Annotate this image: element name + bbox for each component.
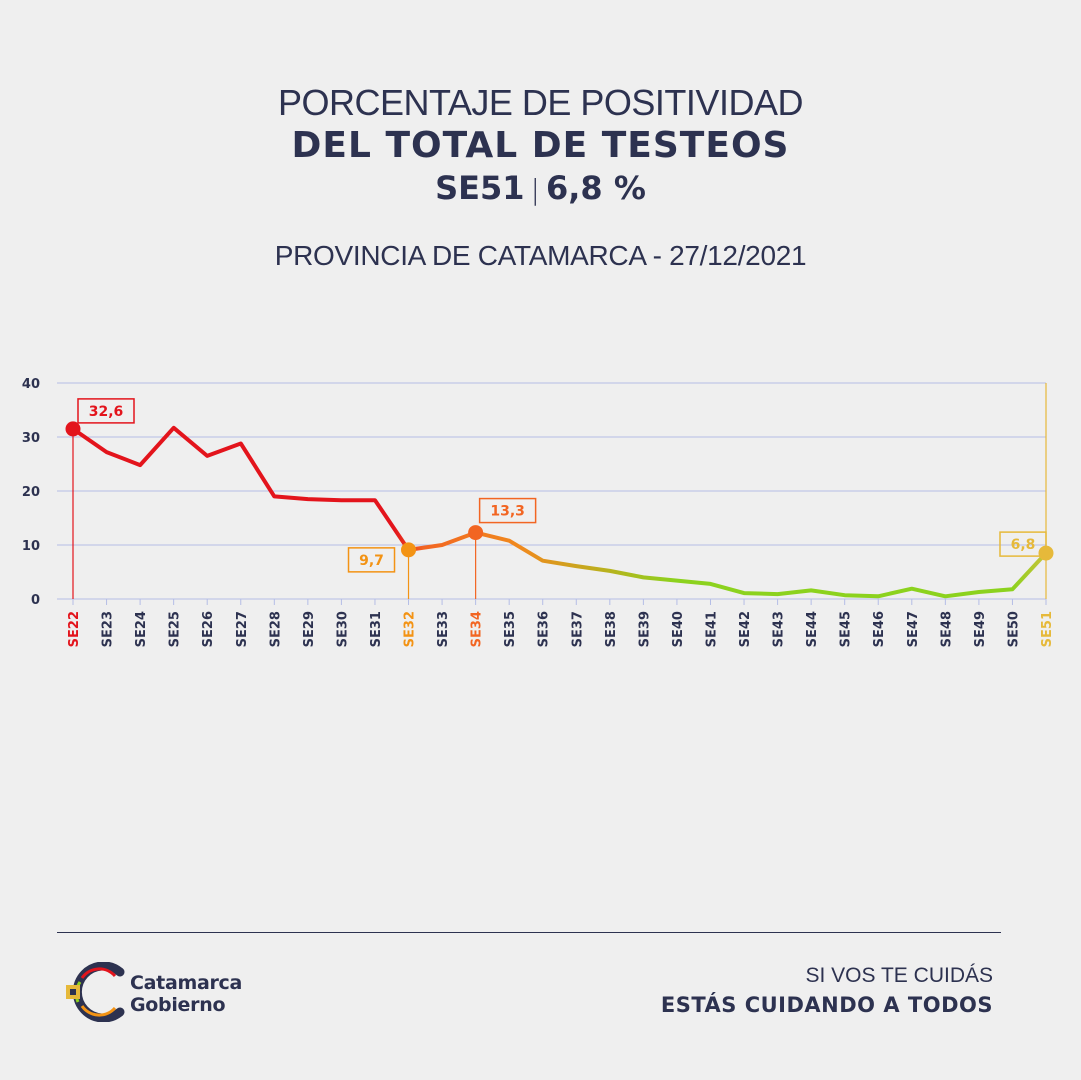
x-tick-label-se46: SE46 — [872, 611, 887, 647]
x-tick-label-se37: SE37 — [570, 611, 585, 647]
slogan: SI VOS TE CUIDÁS ESTÁS CUIDANDO A TODOS — [661, 962, 993, 1020]
x-tick-label-se30: SE30 — [335, 611, 350, 647]
x-tick-label-se48: SE48 — [939, 611, 954, 647]
x-tick-label-se31: SE31 — [369, 611, 384, 647]
annotation-label-se22: 32,6 — [89, 404, 124, 420]
y-tick-label-30: 30 — [22, 431, 40, 446]
x-tick-label-se42: SE42 — [738, 611, 753, 647]
x-tick-label-se24: SE24 — [134, 611, 149, 647]
x-tick-label-se32: SE32 — [403, 611, 418, 647]
title-line-3: SE51 | 6,8 % — [0, 168, 1081, 210]
x-tick-label-se28: SE28 — [268, 611, 283, 647]
annotation-box-se32 — [347, 547, 396, 573]
title-separator: | — [530, 173, 540, 206]
annotation-label-se32: 9,7 — [359, 553, 384, 569]
x-tick-label-se43: SE43 — [772, 611, 787, 647]
x-tick-label-se40: SE40 — [671, 611, 686, 647]
x-tick-label-se44: SE44 — [805, 611, 820, 647]
x-tick-label-se36: SE36 — [537, 611, 552, 647]
footer-divider — [57, 932, 1001, 933]
x-tick-label-se25: SE25 — [168, 611, 183, 647]
annotation-box-se34 — [478, 497, 537, 524]
x-tick-label-se34: SE34 — [470, 611, 485, 647]
x-tick-label-se50: SE50 — [1006, 611, 1021, 647]
x-tick-label-se49: SE49 — [973, 611, 988, 647]
x-tick-label-se33: SE33 — [436, 611, 451, 647]
y-tick-label-40: 40 — [22, 377, 40, 392]
data-point-se22 — [65, 421, 81, 437]
annotation-box-se22 — [77, 398, 135, 424]
data-point-se34 — [468, 525, 484, 541]
series-line — [71, 425, 1048, 599]
x-tick-label-se29: SE29 — [302, 611, 317, 647]
x-tick-label-se26: SE26 — [201, 611, 216, 647]
title-line-1: PORCENTAJE DE POSITIVIDAD — [278, 82, 803, 123]
header: PORCENTAJE DE POSITIVIDAD DEL TOTAL DE T… — [0, 82, 1081, 210]
title-week: SE51 — [435, 169, 525, 207]
slogan-line-2: ESTÁS CUIDANDO A TODOS — [660, 993, 993, 1017]
title-line-2: DEL TOTAL DE TESTEOS — [291, 125, 790, 166]
logo-line-1: Catamarca — [130, 972, 243, 994]
annotation-box-se51 — [999, 531, 1047, 557]
x-tick-label-se47: SE47 — [906, 611, 921, 647]
x-tick-label-se45: SE45 — [839, 611, 854, 647]
x-tick-label-se27: SE27 — [235, 611, 250, 647]
x-tick-label-se41: SE41 — [704, 611, 719, 647]
slogan-line-1: SI VOS TE CUIDÁS — [805, 964, 994, 987]
y-tick-label-10: 10 — [22, 539, 40, 554]
x-tick-label-se51: SE51 — [1040, 611, 1055, 647]
x-tick-label-se22: SE22 — [67, 611, 82, 647]
y-tick-label-20: 20 — [22, 485, 40, 500]
x-tick-label-se23: SE23 — [101, 611, 116, 647]
x-tick-label-se38: SE38 — [604, 611, 619, 647]
subtitle: PROVINCIA DE CATAMARCA - 27/12/2021 — [274, 240, 807, 271]
logo-text: Catamarca Gobierno — [130, 972, 242, 1016]
annotation-label-se51: 6,8 — [1011, 537, 1036, 553]
data-point-se32 — [401, 542, 417, 558]
logo-line-2: Gobierno — [130, 994, 226, 1016]
positivity-line-chart: 0 10 20 30 40 32,6 9,7 13,3 6,8 SE22 SE23 SE24 SE2… — [22, 377, 1055, 647]
catamarca-logo-icon — [66, 962, 125, 1022]
annotation-label-se34: 13,3 — [490, 504, 525, 520]
title-value: 6,8 % — [545, 169, 646, 207]
x-tick-label-se39: SE39 — [637, 611, 652, 647]
x-tick-label-se35: SE35 — [503, 611, 518, 647]
y-tick-label-0: 0 — [31, 593, 40, 608]
